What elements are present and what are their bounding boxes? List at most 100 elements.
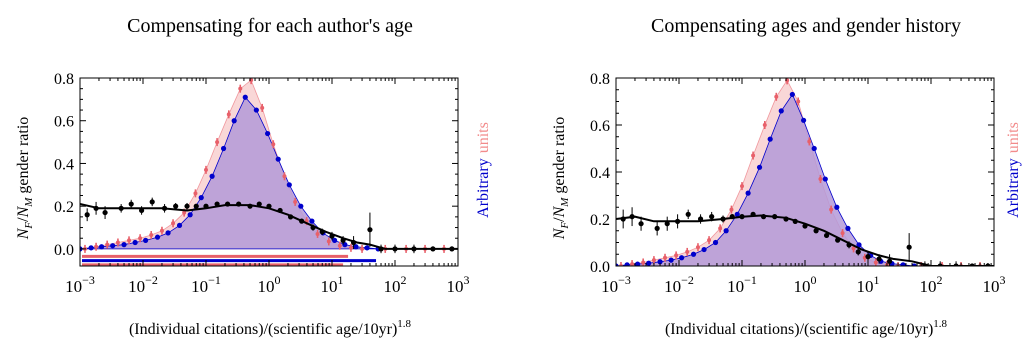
red-point	[260, 105, 265, 110]
blue-point	[298, 203, 304, 209]
red-point	[293, 199, 298, 204]
blue-point	[822, 176, 828, 182]
ratio-point	[792, 218, 798, 224]
ratio-point	[876, 256, 882, 262]
ratio-point	[161, 205, 168, 211]
ratio-point	[937, 263, 943, 266]
ratio-point	[802, 223, 808, 229]
ratio-point	[256, 201, 262, 207]
blue-point	[756, 164, 763, 170]
red-point	[315, 231, 320, 236]
ratio-point	[835, 237, 841, 243]
plot-area	[80, 78, 458, 266]
ratio-point	[813, 228, 819, 234]
blue-point	[616, 263, 619, 266]
panel-left: Compensating for each author's age 0.00.…	[15, 15, 492, 338]
red-point	[193, 191, 198, 196]
blue-point	[88, 245, 94, 251]
ratio-point	[411, 246, 417, 252]
blue-point	[231, 118, 237, 124]
red-point	[115, 240, 120, 245]
ratio-point	[299, 218, 305, 224]
red-point	[818, 177, 823, 182]
red-point	[282, 174, 287, 179]
ratio-point	[720, 216, 726, 222]
red-point	[326, 239, 331, 244]
panel-left-ylabel: NF/NM gender ratio	[15, 117, 35, 241]
panel-right-right-label: Arbitraryunits	[1005, 122, 1022, 218]
x-tick-label: 101	[321, 273, 344, 296]
ratio-point	[84, 212, 90, 218]
blue-point	[187, 212, 193, 218]
blue-point	[911, 263, 917, 266]
red-point	[360, 246, 365, 251]
ratio-point	[709, 214, 715, 220]
panel-left-xlabel: (Individual citations)/(scientific age/1…	[129, 318, 412, 338]
red-point	[105, 242, 110, 247]
ratio-point	[128, 201, 134, 207]
blue-point	[811, 145, 817, 152]
blue-point	[242, 94, 248, 100]
red-point	[149, 233, 154, 238]
ratio-point	[367, 227, 373, 233]
x-tick-label: 10−2	[664, 273, 694, 296]
blue-point	[845, 225, 851, 231]
ratio-point	[638, 221, 644, 227]
blue-point	[745, 190, 751, 196]
plot-area	[616, 78, 994, 266]
ratio-point	[783, 216, 789, 222]
ratio-point	[750, 211, 756, 217]
ratio-point	[340, 237, 346, 243]
x-tick-label: 102	[920, 273, 943, 296]
y-tick-label: 0.8	[54, 71, 74, 88]
red-point	[159, 228, 164, 233]
blue-point	[264, 130, 271, 137]
red-point	[796, 99, 801, 104]
ratio-point	[697, 216, 704, 222]
blue-point	[734, 211, 740, 217]
ratio-point	[287, 214, 294, 220]
x-tick-label: 103	[447, 273, 470, 296]
blue-point	[646, 260, 652, 266]
blue-point	[856, 242, 862, 248]
blue-point	[353, 244, 359, 250]
blue-point	[165, 230, 171, 236]
blue-point	[253, 107, 259, 113]
blue-point	[657, 259, 663, 265]
blue-point	[132, 239, 138, 246]
blue-point	[98, 244, 105, 250]
panel-right-xlabel: (Individual citations)/(scientific age/1…	[665, 318, 948, 338]
ratio-point	[449, 246, 455, 252]
x-tick-label: 10−3	[601, 273, 631, 296]
red-point	[774, 94, 779, 99]
ratio-point	[193, 203, 199, 209]
blue-point	[767, 136, 773, 142]
ratio-point	[664, 221, 670, 227]
blue-point	[624, 262, 630, 266]
red-point	[695, 245, 700, 250]
ratio-point	[772, 214, 778, 220]
ratio-point	[654, 225, 660, 231]
blue-point	[332, 237, 338, 243]
ratio-point	[310, 224, 316, 231]
ratio-point	[685, 211, 691, 217]
blue-point	[209, 173, 215, 179]
ratio-point	[392, 246, 398, 252]
blue-point	[634, 261, 641, 266]
panel-right-ylabel: NF/NM gender ratio	[551, 117, 571, 241]
red-point	[873, 260, 878, 265]
ratio-point	[953, 263, 959, 266]
blue-point	[679, 255, 685, 261]
red-point	[630, 262, 635, 266]
blue-distribution-area	[616, 93, 915, 266]
ratio-point	[277, 207, 283, 214]
red-point	[762, 123, 767, 127]
red-point	[740, 184, 744, 189]
red-point	[204, 167, 208, 172]
y-tick-label: 0.8	[590, 71, 610, 88]
red-point	[271, 142, 276, 147]
ratio-point	[906, 244, 912, 250]
panel-left-plot: 0.0 0.2 0.4 0.6 0.8 10−3 10−2 10−1 100 101 102 103	[54, 71, 470, 296]
red-point	[226, 112, 231, 117]
